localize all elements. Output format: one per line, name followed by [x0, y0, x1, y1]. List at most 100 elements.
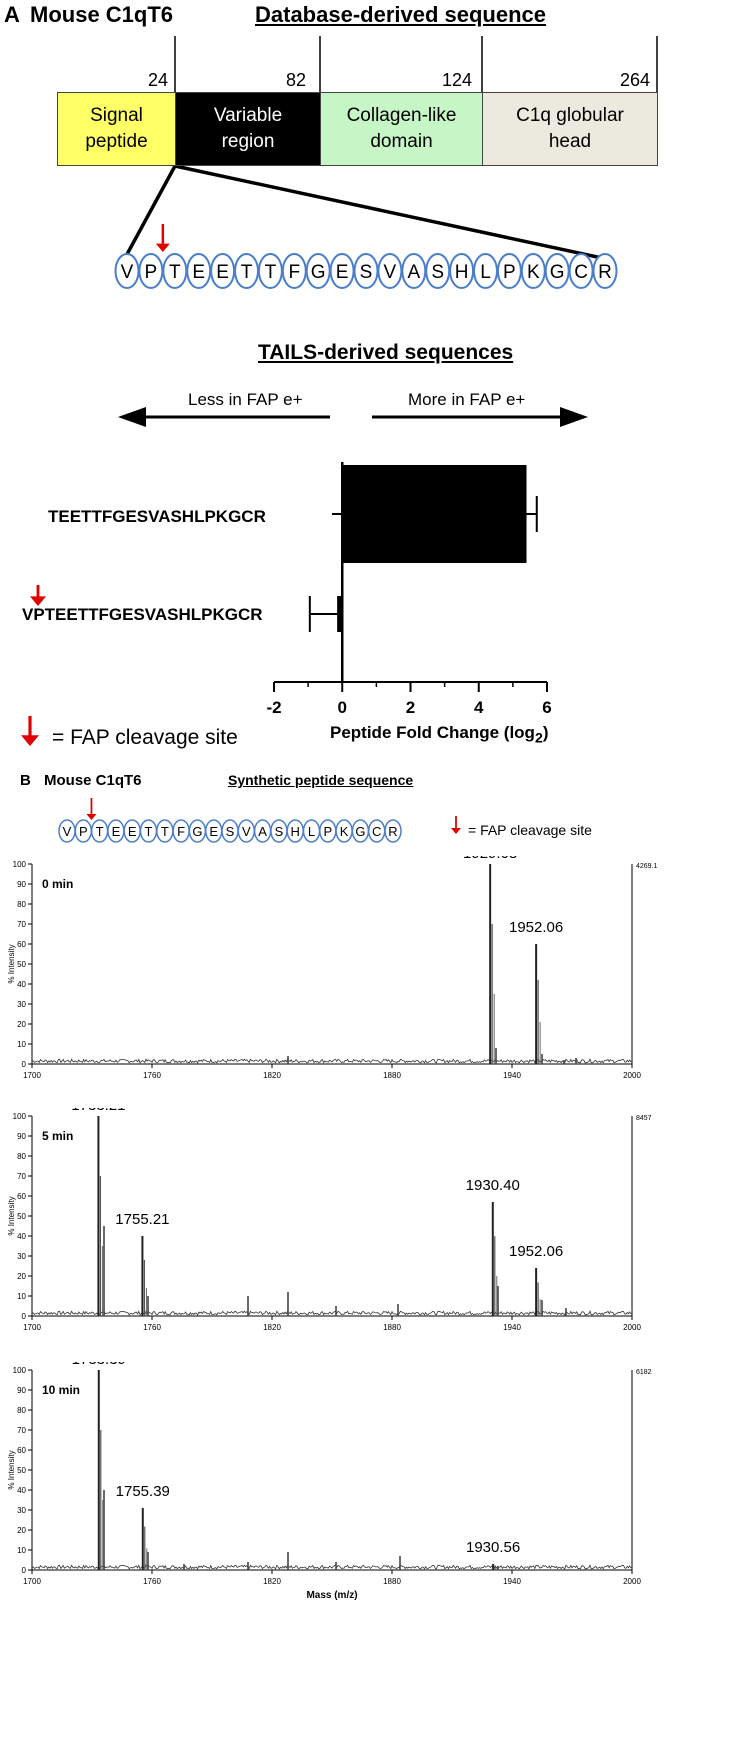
residue-letter: H [455, 262, 469, 283]
spectrum-y-tick-label: 50 [17, 1466, 26, 1475]
spectrum-y-tick-label: 10 [17, 1292, 26, 1301]
spectrum-y-tick-label: 60 [17, 1446, 26, 1455]
spectrum-x-tick-label: 1880 [383, 1323, 401, 1332]
residue-letter-b: V [63, 824, 72, 839]
panel-a-title: Mouse C1qT6 [30, 2, 174, 27]
residue-letter: E [192, 262, 205, 283]
spectrum-y-tick-label: 70 [17, 920, 26, 929]
spectrum-y-tick-label: 70 [17, 1172, 26, 1181]
legend-arrow-b-head [451, 828, 461, 834]
fold-bar-1 [337, 596, 343, 632]
spectrum-y-tick-label: 40 [17, 980, 26, 989]
residue-letter-b: V [242, 824, 251, 839]
spectrum-y-tick-label: 0 [22, 1060, 27, 1069]
residue-bead-b [384, 819, 402, 843]
spectrum-baseline [31, 1058, 633, 1064]
signal-peptide-domain: Signal peptide [57, 92, 176, 166]
residue-letter: K [527, 262, 540, 283]
spectrum-x-tick-label: 1940 [503, 1323, 521, 1332]
legend-text-a: = FAP cleavage site [52, 726, 238, 749]
spectrum-time-label: 0 min [42, 877, 73, 891]
zoom-line-right [174, 164, 603, 260]
spectrum-time-label: 10 min [42, 1383, 80, 1397]
residue-letter-b: F [177, 824, 185, 839]
spectrum-x-tick-label: 1760 [143, 1071, 161, 1080]
residue-letter: C [574, 262, 588, 283]
residue-letter: G [311, 262, 326, 283]
spectrum-x-tick-label: 1700 [23, 1577, 41, 1586]
residue-letter-b: T [96, 824, 104, 839]
residue-letter-b: G [192, 824, 202, 839]
residue-letter: T [169, 262, 181, 283]
residue-letter-b: H [291, 824, 300, 839]
spectrum-peak-label: 1952.06 [509, 1243, 563, 1260]
peptide-label-teettf: TEETTFGESVASHLPKGCR [48, 507, 266, 526]
spectrum-y-tick-label: 0 [22, 1312, 27, 1321]
fold-x-tick-label: 2 [406, 698, 415, 717]
residue-letter-b: E [128, 824, 137, 839]
legend-arrow-a-head [21, 735, 39, 746]
residue-letter-b: K [340, 824, 349, 839]
spectrum-baseline [31, 1564, 633, 1570]
spectrum-y-tick-label: 40 [17, 1232, 26, 1241]
spectrum-max-intensity: 6182 [636, 1369, 652, 1376]
residue-letter-b: T [145, 824, 153, 839]
variable-region-domain: Variable region [175, 92, 321, 166]
spectrum-x-tick-label: 1940 [503, 1577, 521, 1586]
residue-letter: V [121, 262, 134, 283]
position-label-82: 82 [286, 70, 307, 90]
spectrum-y-tick-label: 100 [13, 860, 27, 869]
residue-letter: T [265, 262, 277, 283]
fold-x-tick-label: -2 [266, 698, 281, 717]
spectrum-y-tick-label: 20 [17, 1020, 26, 1029]
spectrum-x-tick-label: 1820 [263, 1323, 281, 1332]
spectrum-max-intensity: 4269.1 [636, 863, 658, 870]
residue-letter: G [550, 262, 565, 283]
spectrum-10min: 0 10 20 30 40 50 60 70 80 90 100 1700 1760 1820 1880 19… [7, 1362, 652, 1601]
spectrum-y-tick-label: 60 [17, 940, 26, 949]
fold-x-tick-label: 6 [542, 698, 551, 717]
spectrum-y-tick-label: 0 [22, 1566, 27, 1575]
more-arrow-head [560, 407, 588, 427]
spectrum-y-tick-label: 50 [17, 960, 26, 969]
spectrum-y-tick-label: 80 [17, 900, 26, 909]
spectrum-5min: 0 10 20 30 40 50 60 70 80 90 100 1700 1760 1820 1880 19… [7, 1108, 652, 1332]
spectrum-y-tick-label: 20 [17, 1272, 26, 1281]
residue-letter-b: A [258, 824, 267, 839]
residue-letter: A [407, 262, 420, 283]
panel-a-letter: A [4, 2, 20, 27]
spectrum-x-tick-label: 1820 [263, 1577, 281, 1586]
residue-letter: S [431, 262, 444, 283]
spectrum-x-tick-label: 1760 [143, 1323, 161, 1332]
residue-letter-b: C [372, 824, 381, 839]
spectrum-x-tick-label: 1700 [23, 1071, 41, 1080]
spectrum-y-tick-label: 100 [13, 1112, 27, 1121]
residue-bead [592, 253, 618, 289]
spectrum-y-label: % Intensity [7, 1196, 16, 1235]
spectrum-y-tick-label: 100 [13, 1366, 27, 1375]
spectrum-y-label: % Intensity [7, 1450, 16, 1489]
spectrum-peak-label: 1930.40 [466, 1177, 520, 1194]
cleavage-arrow-a-head [155, 243, 170, 252]
spectrum-x-tick-label: 1940 [503, 1071, 521, 1080]
spectrum-peak-label: 1755.21 [115, 1211, 169, 1228]
spectrum-y-tick-label: 90 [17, 880, 26, 889]
residue-letter-b: L [308, 824, 315, 839]
residue-letter: E [216, 262, 229, 283]
cleavage-arrow-peptide-head [30, 596, 46, 606]
spectrum-x-tick-label: 2000 [623, 1577, 641, 1586]
residue-letter-b: T [161, 824, 169, 839]
spectrum-y-tick-label: 30 [17, 1000, 26, 1009]
spectrum-peak-label: 1930.56 [466, 1539, 520, 1556]
collagen-like-domain: Collagen-like domain [320, 92, 483, 166]
fold-change-chart: -2 0 2 4 6 [21, 407, 588, 746]
spectrum-y-tick-label: 10 [17, 1546, 26, 1555]
spectrum-y-tick-label: 90 [17, 1386, 26, 1395]
residue-letter: P [145, 262, 158, 283]
residue-letter-b: E [209, 824, 218, 839]
spectrum-y-tick-label: 10 [17, 1040, 26, 1049]
cleavage-arrow-b-head [86, 814, 97, 820]
spectrum-peak-label: 1733.39 [72, 1362, 126, 1368]
spectrum-x-tick-label: 2000 [623, 1323, 641, 1332]
